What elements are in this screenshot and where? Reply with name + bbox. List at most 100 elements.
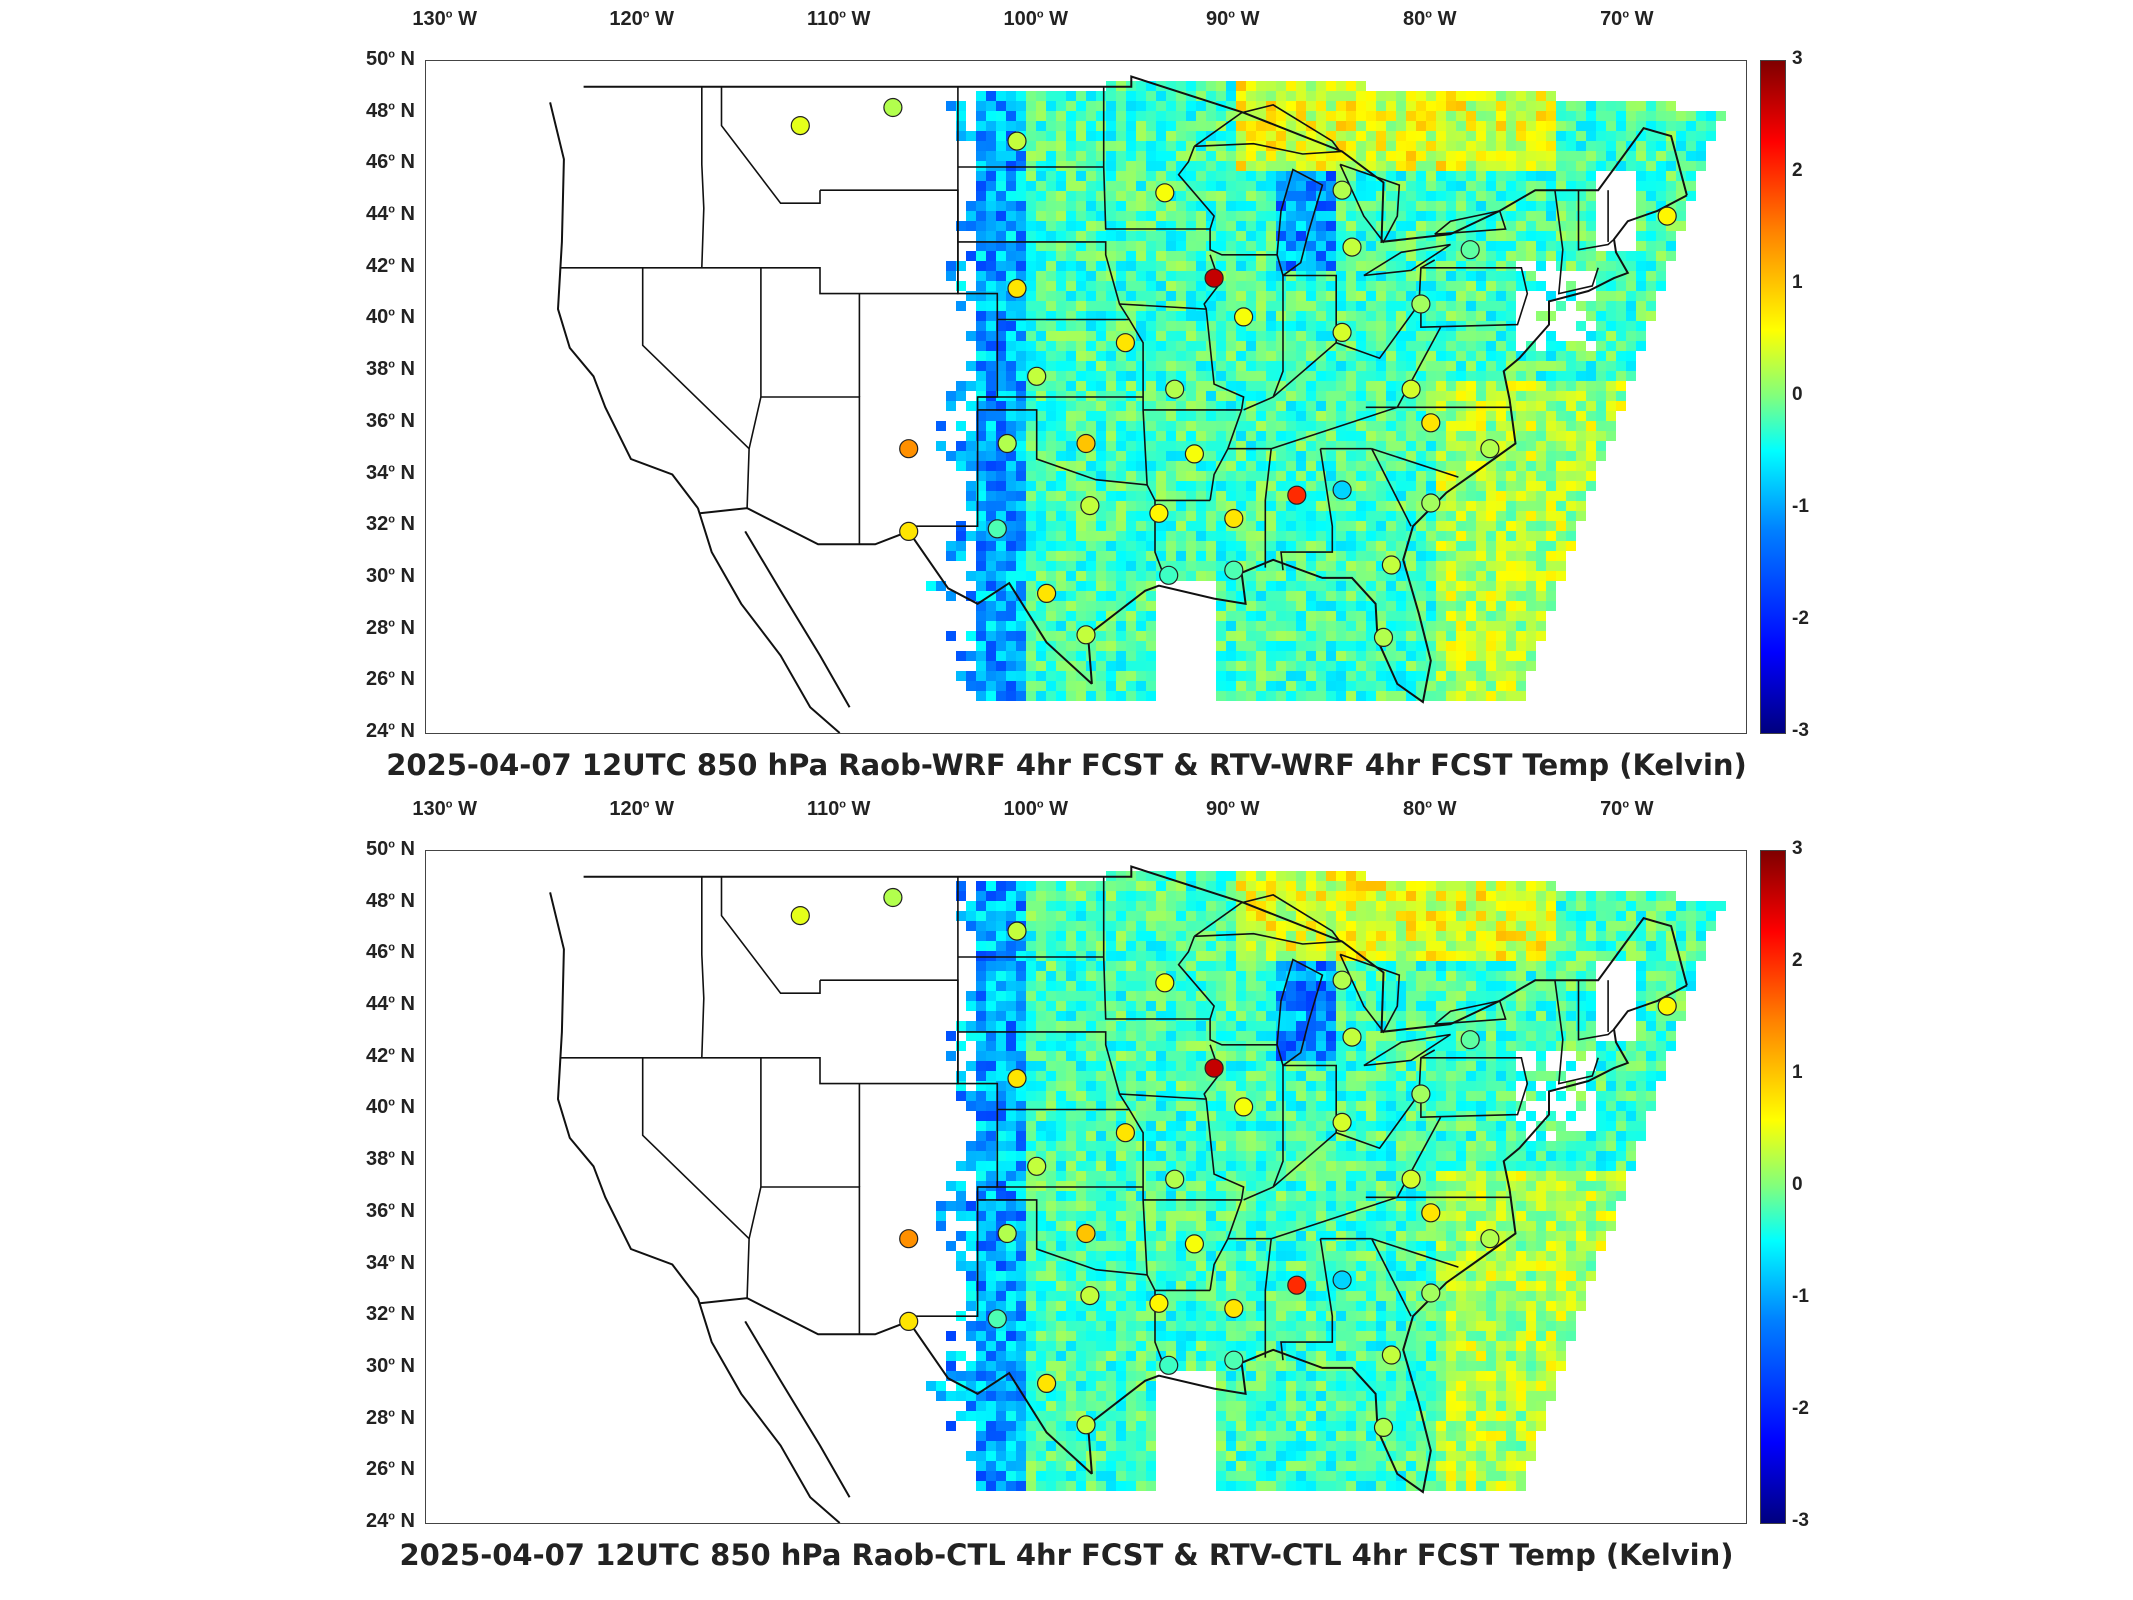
field-cell xyxy=(1486,361,1496,371)
field-cell xyxy=(1466,681,1476,691)
field-cell xyxy=(986,271,996,281)
field-cell xyxy=(1036,411,1046,421)
field-cell xyxy=(1076,1081,1086,1091)
field-cell xyxy=(1526,351,1536,361)
field-cell xyxy=(1466,391,1476,401)
field-cell xyxy=(1036,171,1046,181)
field-cell xyxy=(1206,481,1216,491)
field-cell xyxy=(1316,671,1326,681)
field-cell xyxy=(1346,401,1356,411)
field-cell xyxy=(1116,991,1126,1001)
field-cell xyxy=(1576,451,1586,461)
field-cell xyxy=(1296,461,1306,471)
field-cell xyxy=(1456,531,1466,541)
field-cell xyxy=(1106,1141,1116,1151)
field-cell xyxy=(1446,421,1456,431)
field-cell xyxy=(1446,361,1456,371)
field-cell xyxy=(1546,311,1556,321)
field-cell xyxy=(1386,591,1396,601)
field-cell xyxy=(1296,401,1306,411)
field-cell xyxy=(1526,241,1536,251)
field-cell xyxy=(1516,231,1526,241)
field-cell xyxy=(1576,401,1586,411)
field-cell xyxy=(1186,461,1196,471)
field-cell xyxy=(966,221,976,231)
field-cell xyxy=(1146,361,1156,371)
field-cell xyxy=(1026,561,1036,571)
field-cell xyxy=(1436,141,1446,151)
field-cell xyxy=(1286,281,1296,291)
field-cell xyxy=(1346,201,1356,211)
field-cell xyxy=(966,631,976,641)
field-cell xyxy=(1296,311,1306,321)
field-cell xyxy=(1456,371,1466,381)
field-cell xyxy=(1106,211,1116,221)
field-cell xyxy=(1316,321,1326,331)
field-cell xyxy=(1186,281,1196,291)
field-cell xyxy=(1026,1301,1036,1311)
field-cell xyxy=(1296,671,1306,681)
field-cell xyxy=(1236,421,1246,431)
field-cell xyxy=(1416,571,1426,581)
field-cell xyxy=(1406,691,1416,701)
field-cell xyxy=(1106,1351,1116,1361)
field-cell xyxy=(1686,111,1696,121)
field-cell xyxy=(976,491,986,501)
field-cell xyxy=(1076,1371,1086,1381)
field-cell xyxy=(1086,601,1096,611)
field-cell xyxy=(1106,141,1116,151)
raob-station-marker xyxy=(997,433,1017,454)
field-cell xyxy=(1536,491,1546,501)
field-cell xyxy=(1266,691,1276,701)
field-cell xyxy=(936,421,946,431)
field-cell xyxy=(1656,171,1666,181)
field-cell xyxy=(1366,581,1376,591)
field-cell xyxy=(1306,191,1316,201)
field-cell xyxy=(1196,321,1206,331)
field-cell xyxy=(1466,691,1476,701)
field-cell xyxy=(1046,1211,1056,1221)
field-cell xyxy=(1076,641,1086,651)
field-cell xyxy=(1286,681,1296,691)
field-cell xyxy=(1636,291,1646,301)
field-cell xyxy=(1536,411,1546,421)
field-cell xyxy=(1316,611,1326,621)
field-cell xyxy=(976,681,986,691)
field-cell xyxy=(986,1211,996,1221)
field-cell xyxy=(1576,371,1586,381)
field-cell xyxy=(986,1391,996,1401)
field-cell xyxy=(1296,281,1306,291)
field-cell xyxy=(1636,171,1646,181)
field-cell xyxy=(1106,1151,1116,1161)
field-cell xyxy=(976,1251,986,1261)
field-cell xyxy=(1026,301,1036,311)
field-cell xyxy=(1116,391,1126,401)
field-cell xyxy=(1016,1171,1026,1181)
field-cell xyxy=(1006,191,1016,201)
field-cell xyxy=(1526,191,1536,201)
field-cell xyxy=(1086,1041,1096,1051)
field-cell xyxy=(976,171,986,181)
field-cell xyxy=(1366,261,1376,271)
field-cell xyxy=(1176,551,1186,561)
field-cell xyxy=(1026,181,1036,191)
field-cell xyxy=(936,1221,946,1231)
field-cell xyxy=(1386,451,1396,461)
field-cell xyxy=(1396,161,1406,171)
field-cell xyxy=(1556,451,1566,461)
field-cell xyxy=(1186,521,1196,531)
field-cell xyxy=(1286,691,1296,701)
field-cell xyxy=(1656,101,1666,111)
field-cell xyxy=(1066,1061,1076,1071)
field-cell xyxy=(1226,611,1236,621)
field-cell xyxy=(976,1061,986,1071)
field-cell xyxy=(1046,1221,1056,1231)
field-cell xyxy=(1516,161,1526,171)
field-cell xyxy=(1306,181,1316,191)
field-cell xyxy=(986,91,996,101)
field-cell xyxy=(1356,271,1366,281)
field-cell xyxy=(1126,671,1136,681)
field-cell xyxy=(1366,251,1376,261)
field-cell xyxy=(996,161,1006,171)
field-cell xyxy=(1026,621,1036,631)
